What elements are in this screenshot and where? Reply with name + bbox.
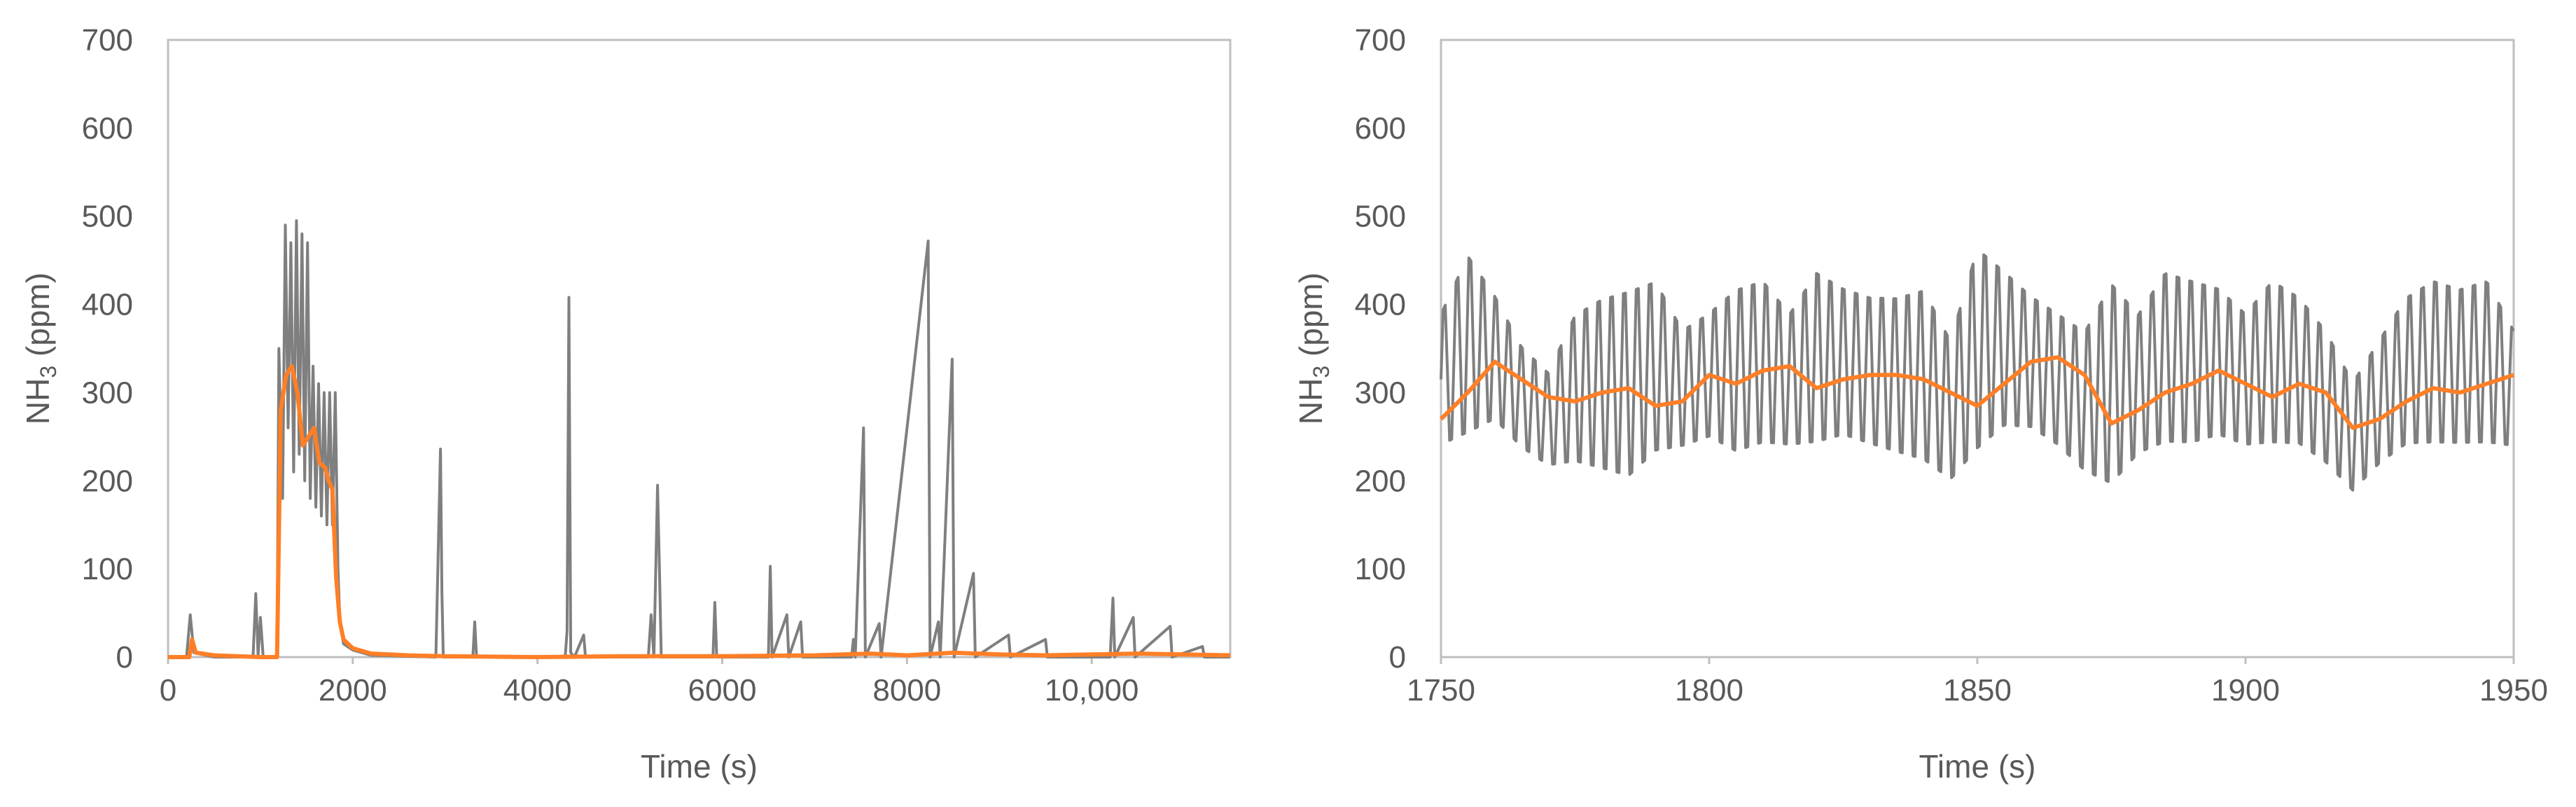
x-tick-label: 0: [160, 673, 176, 708]
y-tick-label: 400: [1355, 288, 1406, 322]
y-tick-label: 600: [1355, 111, 1406, 146]
y-tick-label: 100: [1355, 552, 1406, 586]
y-tick-label: 300: [82, 375, 133, 410]
y-tick-label: 700: [82, 23, 133, 57]
series-line-1: [168, 364, 1231, 659]
x-tick-label: 1900: [2211, 673, 2280, 708]
x-tick-label: 1950: [2479, 673, 2548, 708]
x-tick-labels: 0 2000 4000 6000 8000 10,000: [160, 657, 1139, 708]
y-tick-label: 500: [1355, 200, 1406, 234]
x-tick-label: 8000: [872, 673, 941, 708]
plot-area: [167, 39, 1232, 658]
y-tick-labels: 0 100 200 300 400 500 600 700: [82, 23, 133, 675]
series-group: [168, 219, 1231, 659]
left-chart: 0 2000 4000 6000 8000 10,000 0 100 200 300 400 500…: [20, 23, 1232, 785]
x-axis-title: Time (s): [1919, 748, 2036, 785]
x-tick-label: 1800: [1675, 673, 1743, 708]
y-tick-label: 0: [1389, 640, 1406, 675]
series-line-0: [1440, 253, 2515, 492]
x-tick-label: 2000: [319, 673, 387, 708]
x-tick-label: 1850: [1943, 673, 2012, 708]
y-tick-label: 600: [82, 111, 133, 146]
y-tick-labels: 0 100 200 300 400 500 600 700: [1355, 23, 1406, 675]
right-chart: 1750 1800 1850 1900 1950 0 100 200 300 400 500 600…: [1293, 23, 2548, 785]
y-tick-label: 300: [1355, 375, 1406, 410]
x-tick-labels: 1750 1800 1850 1900 1950: [1407, 657, 2548, 708]
x-tick-label: 1750: [1407, 673, 1475, 708]
y-tick-label: 400: [82, 288, 133, 322]
x-tick-label: 10,000: [1045, 673, 1139, 708]
y-tick-label: 500: [82, 200, 133, 234]
series-line-0: [168, 219, 1230, 658]
y-tick-label: 700: [1355, 23, 1406, 57]
series-line-1: [1439, 355, 2514, 430]
y-tick-label: 0: [116, 640, 133, 675]
y-tick-label: 200: [82, 464, 133, 498]
x-tick-label: 6000: [688, 673, 757, 708]
x-tick-label: 4000: [503, 673, 572, 708]
y-axis-title: NH3 (ppm): [1293, 273, 1334, 425]
series-group: [1439, 253, 2515, 492]
y-tick-label: 100: [82, 552, 133, 586]
x-axis-title: Time (s): [641, 748, 758, 785]
y-tick-label: 200: [1355, 464, 1406, 498]
y-axis-title: NH3 (ppm): [20, 273, 61, 425]
